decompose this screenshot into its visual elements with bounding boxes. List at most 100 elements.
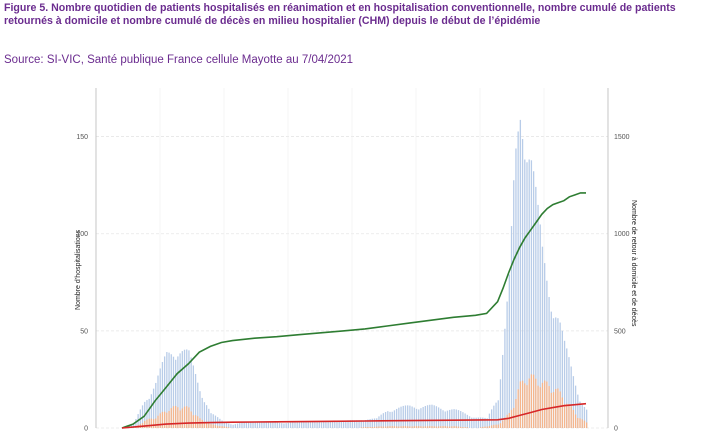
hospitalisation-bar xyxy=(163,356,166,428)
reanimation-bar xyxy=(150,418,153,428)
hospitalisation-bar xyxy=(225,422,228,428)
reanimation-bar xyxy=(170,408,172,428)
hospitalisation-bar xyxy=(309,421,312,428)
reanimation-bar xyxy=(389,426,391,428)
hospitalisation-bar xyxy=(530,160,533,428)
hospitalisation-bar xyxy=(258,422,261,428)
hospitalisation-bar xyxy=(422,406,424,428)
reanimation-bar xyxy=(203,421,206,428)
hospitalisation-bar xyxy=(395,408,398,428)
hospitalisation-bar xyxy=(484,417,486,428)
hospitalisation-bar xyxy=(276,422,278,428)
hospitalisation-bar xyxy=(181,351,183,428)
hospitalisation-bar xyxy=(221,420,223,428)
hospitalisation-bar xyxy=(234,424,236,428)
y-tick-label-right: 1500 xyxy=(614,134,630,141)
reanimation-bar xyxy=(376,426,378,428)
reanimation-bar xyxy=(519,381,522,428)
hospitalisation-bar xyxy=(502,354,504,428)
hospitalisation-bar xyxy=(254,421,256,428)
hospitalisation-bar xyxy=(479,417,482,428)
reanimation-bar xyxy=(528,378,530,428)
hospitalisation-bar xyxy=(152,388,155,428)
hospitalisation-bar xyxy=(477,417,480,428)
hospitalisation-bar xyxy=(495,402,497,428)
reanimation-bar xyxy=(192,415,195,428)
hospitalisation-bar xyxy=(519,119,522,428)
hospitalisation-bar xyxy=(270,422,272,428)
reanimation-bar xyxy=(497,424,499,428)
hospitalisation-bar xyxy=(574,385,577,428)
hospitalisation-bar xyxy=(555,317,557,428)
reanimation-bar xyxy=(201,419,203,428)
hospitalisation-bar xyxy=(307,421,309,428)
reanimation-bar xyxy=(429,426,431,428)
hospitalisation-bar xyxy=(561,330,563,428)
hospitalisation-bar xyxy=(369,419,371,428)
reanimation-bar xyxy=(404,426,407,428)
reanimation-bar xyxy=(186,406,188,428)
reanimation-bar xyxy=(183,406,186,428)
bars xyxy=(124,119,588,429)
reanimation-bar xyxy=(493,424,495,428)
hospitalisation-bar xyxy=(510,226,513,428)
reanimation-bar xyxy=(214,425,217,428)
hospitalisation-bar xyxy=(183,349,186,428)
reanimation-bar xyxy=(382,426,385,428)
reanimation-bar xyxy=(546,381,548,428)
hospitalisation-bar xyxy=(431,404,433,428)
hospitalisation-bar xyxy=(471,417,473,428)
hospitalisation-bar xyxy=(413,407,415,428)
reanimation-bar xyxy=(572,409,575,428)
hospitalisation-bar xyxy=(506,301,508,428)
hospitalisation-bar xyxy=(356,420,358,428)
reanimation-bar xyxy=(223,426,225,428)
reanimation-bar xyxy=(574,414,577,428)
hospitalisation-bar xyxy=(473,417,475,428)
reanimation-bar xyxy=(418,426,420,428)
hospitalisation-bar xyxy=(172,356,175,428)
reanimation-bar xyxy=(157,415,159,428)
reanimation-bar xyxy=(502,420,504,428)
hospitalisation-bar xyxy=(541,246,544,428)
hospitalisation-bar xyxy=(535,186,537,428)
reanimation-bar xyxy=(566,403,568,428)
hospitalisation-bar xyxy=(371,418,373,428)
reanimation-bar xyxy=(371,427,373,428)
hospitalisation-bar xyxy=(515,148,517,428)
reanimation-bar xyxy=(407,426,409,428)
hospitalisation-bar xyxy=(278,422,281,428)
reanimation-bar xyxy=(561,397,563,428)
reanimation-bar xyxy=(515,399,517,428)
reanimation-bar xyxy=(535,378,537,428)
reanimation-bar xyxy=(449,426,451,428)
hospitalisation-bar xyxy=(241,422,243,428)
reanimation-bar xyxy=(391,426,393,428)
hospitalisation-bar xyxy=(239,423,241,428)
reanimation-bar xyxy=(181,408,183,428)
reanimation-bar xyxy=(393,426,396,428)
hospitalisation-bar xyxy=(493,405,495,428)
hospitalisation-bar xyxy=(287,422,290,428)
hospitalisation-bar xyxy=(532,171,535,429)
reanimation-bar xyxy=(581,419,583,428)
reanimation-bar xyxy=(221,426,223,428)
reanimation-bar xyxy=(462,427,464,428)
reanimation-bar xyxy=(583,420,586,428)
hospitalisation-bar xyxy=(210,413,212,428)
hospitalisation-bar xyxy=(199,391,201,428)
reanimation-bar xyxy=(409,426,411,428)
hospitalisation-bar xyxy=(572,376,575,428)
hospitalisation-bar xyxy=(208,408,210,428)
hospitalisation-bar xyxy=(285,423,287,428)
hospitalisation-bar xyxy=(398,407,400,428)
reanimation-bar xyxy=(437,426,440,428)
hospitalisation-bar xyxy=(526,162,528,428)
hospitalisation-bar xyxy=(256,422,259,428)
reanimation-bar xyxy=(464,427,466,428)
hospitalisation-bar xyxy=(559,322,561,428)
hospitalisation-bar xyxy=(329,421,331,428)
reanimation-bar xyxy=(426,426,429,428)
hospitalisation-bar xyxy=(243,422,245,428)
reanimation-bar xyxy=(488,426,491,428)
